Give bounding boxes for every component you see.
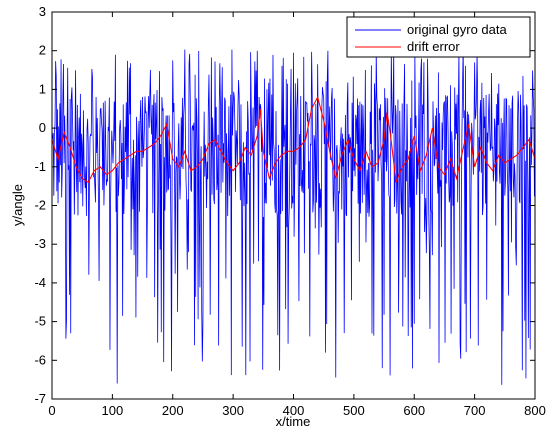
x-tick-label: 800 <box>524 403 546 418</box>
x-tick-label: 500 <box>343 403 365 418</box>
legend-label-drift: drift error <box>407 39 460 54</box>
y-tick-label: -6 <box>34 352 46 367</box>
x-tick-label: 600 <box>403 403 425 418</box>
x-tick-label: 300 <box>222 403 244 418</box>
y-tick-label: -2 <box>34 198 46 213</box>
y-tick-label: 2 <box>39 43 46 58</box>
y-tick-label: -7 <box>34 391 46 406</box>
legend-box <box>346 16 531 58</box>
x-tick-label: 100 <box>102 403 124 418</box>
x-tick-label: 200 <box>162 403 184 418</box>
x-tick-label: 400 <box>283 403 305 418</box>
x-tick-label: 0 <box>48 403 55 418</box>
y-tick-label: -5 <box>34 314 46 329</box>
x-tick-label: 700 <box>464 403 486 418</box>
legend-label-gyro: original gyro data <box>407 22 507 37</box>
y-tick-label: -1 <box>34 159 46 174</box>
y-tick-label: 0 <box>39 120 46 135</box>
y-axis-title: y/angle <box>10 184 25 226</box>
series-layer <box>51 46 536 385</box>
y-tick-label: -4 <box>34 275 46 290</box>
y-tick-label: -3 <box>34 236 46 251</box>
ticks-layer: 0 100 200 300 400 500 600 700 800 -7 -6 -5 -4 -3 -2 -1 0… <box>34 4 545 418</box>
legend: original gyro data drift error <box>346 16 531 58</box>
y-tick-label: 3 <box>39 4 46 19</box>
series-line-drift <box>51 95 536 184</box>
y-tick-label: 1 <box>39 81 46 96</box>
x-axis-title: x/time <box>276 414 311 429</box>
series-line-gyro <box>51 46 536 385</box>
